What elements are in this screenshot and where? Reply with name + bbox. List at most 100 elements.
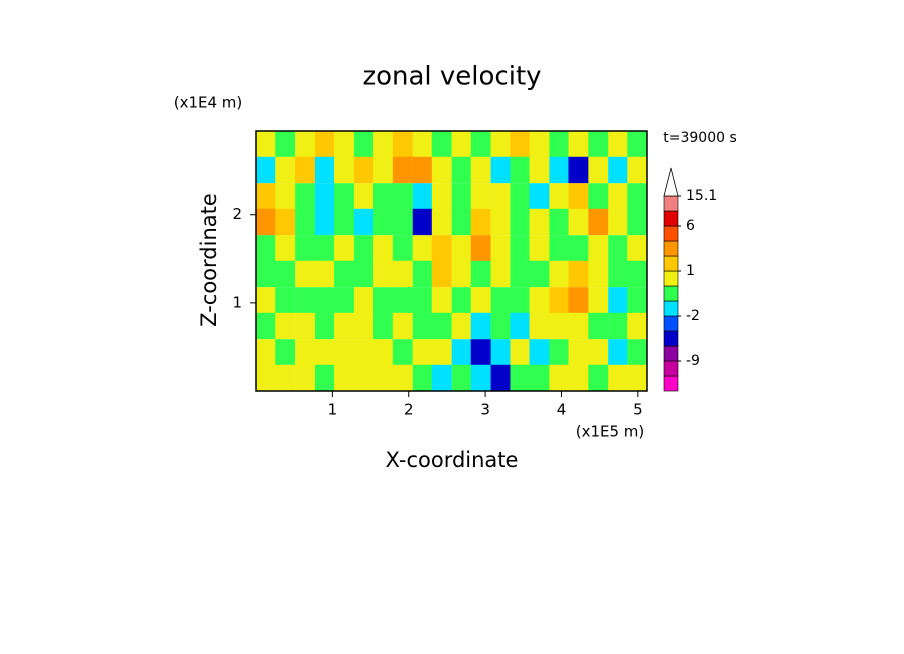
field-cell: [275, 235, 296, 262]
field-cell: [372, 156, 394, 184]
field-cell: [392, 287, 413, 314]
field-cell: [608, 260, 629, 288]
field-cell: [256, 339, 277, 366]
x-tick-label: 3: [480, 401, 490, 419]
field-cell: [372, 364, 394, 392]
field-cell: [510, 131, 531, 158]
field-cell: [275, 339, 296, 366]
field-cell: [510, 312, 531, 340]
field-cell: [588, 131, 609, 158]
field-cell: [295, 339, 316, 366]
field-cell: [549, 183, 570, 210]
field-cell: [568, 156, 589, 184]
field-cell: [372, 312, 394, 340]
field-cell: [510, 339, 531, 366]
field-cell: [353, 260, 374, 288]
field-cell: [314, 235, 336, 262]
y-axis-label: Z-coordinate: [197, 193, 221, 327]
field-cell: [510, 156, 531, 184]
field-cell: [568, 339, 589, 366]
field-cell: [431, 312, 452, 340]
field-cell: [529, 183, 550, 210]
field-cell: [275, 260, 296, 288]
field-cell: [295, 287, 316, 314]
field-cell: [588, 339, 609, 366]
colorbar-segment: [663, 360, 679, 377]
field-cell: [470, 208, 491, 236]
field-cell: [392, 183, 413, 210]
field-cell: [529, 364, 550, 392]
field-cell: [568, 183, 589, 210]
field-cell: [314, 364, 336, 392]
x-unit: (x1E5 m): [576, 423, 645, 441]
field-cell: [353, 312, 374, 340]
field-cell: [451, 339, 472, 366]
field-cell: [470, 339, 491, 366]
field-cell: [627, 339, 648, 366]
field-cell: [372, 131, 394, 158]
field-cell: [256, 208, 277, 236]
colorbar-segment: [663, 330, 679, 347]
field-cell: [256, 312, 277, 340]
field-cell: [549, 339, 570, 366]
colorbar-tick-label: 1: [686, 263, 695, 279]
colorbar-tick-label: 6: [686, 218, 695, 234]
field-cell: [490, 260, 511, 288]
colorbar-segment: [663, 375, 679, 392]
field-cell: [529, 235, 550, 262]
field-cell: [451, 260, 472, 288]
field-cell: [490, 131, 511, 158]
field-cell: [256, 287, 277, 314]
field-cell: [431, 208, 452, 236]
field-cell: [412, 364, 433, 392]
y-tick-label: 2: [232, 205, 242, 223]
field-cell: [412, 260, 433, 288]
colorbar-segment: [663, 300, 679, 317]
colorbar-tick-label: -2: [686, 308, 700, 324]
field-cell: [588, 208, 609, 236]
field-cell: [412, 156, 433, 184]
field-cell: [588, 156, 609, 184]
field-cell: [510, 364, 531, 392]
field-cell: [412, 312, 433, 340]
field-cell: [314, 183, 336, 210]
field-cell: [353, 364, 374, 392]
colorbar-tick-label: -9: [686, 353, 700, 369]
field-cell: [451, 156, 472, 184]
field-cell: [608, 312, 629, 340]
field-cell: [470, 312, 491, 340]
field-cell: [334, 131, 355, 158]
field-cell: [392, 364, 413, 392]
field-cell: [470, 260, 491, 288]
field-cell: [510, 235, 531, 262]
field-cell: [510, 208, 531, 236]
field-cell: [295, 156, 316, 184]
field-cell: [568, 312, 589, 340]
field-cell: [314, 260, 336, 288]
field-cell: [431, 156, 452, 184]
field-cell: [412, 131, 433, 158]
field-cell: [275, 364, 296, 392]
field-cell: [451, 312, 472, 340]
field-cell: [588, 260, 609, 288]
field-cell: [431, 235, 452, 262]
field-cell: [588, 364, 609, 392]
field-cell: [627, 260, 648, 288]
field-cell: [568, 364, 589, 392]
field-cell: [510, 287, 531, 314]
field-cell: [627, 183, 648, 210]
field-cell: [608, 287, 629, 314]
colorbar-segment: [663, 345, 679, 362]
field-cell: [608, 339, 629, 366]
field-cell: [431, 131, 452, 158]
colorbar-segment: [663, 315, 679, 332]
colorbar-arrow: [663, 167, 679, 197]
field-cell: [490, 208, 511, 236]
field-cell: [334, 364, 355, 392]
x-tick-label: 4: [557, 401, 567, 419]
field-cell: [588, 235, 609, 262]
field-cell: [588, 312, 609, 340]
field-cell: [353, 156, 374, 184]
field-cell: [372, 287, 394, 314]
field-cell: [314, 312, 336, 340]
